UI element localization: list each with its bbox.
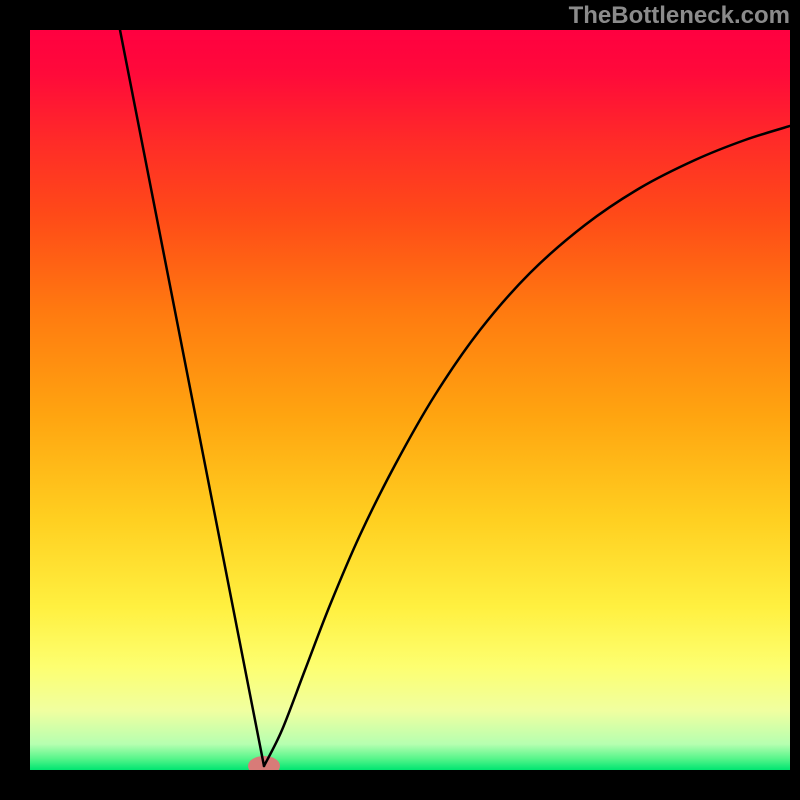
- chart-frame-border: [790, 0, 800, 800]
- chart-curve-layer: [30, 30, 790, 770]
- curve-right-branch: [264, 126, 790, 766]
- watermark-text: TheBottleneck.com: [569, 2, 790, 30]
- curve-left-branch: [120, 30, 264, 766]
- chart-frame-border: [0, 770, 800, 800]
- chart-frame-border: [0, 0, 30, 800]
